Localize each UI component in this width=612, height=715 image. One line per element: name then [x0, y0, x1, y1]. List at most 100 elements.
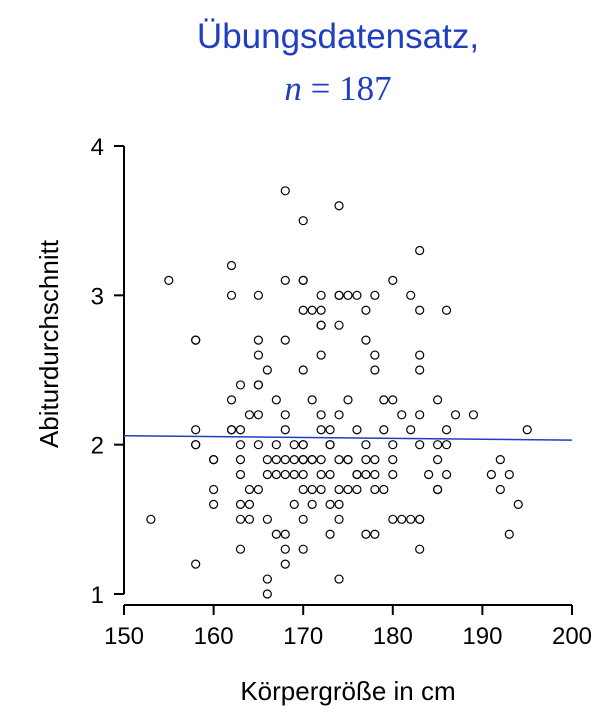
- data-point: [433, 455, 443, 465]
- data-point: [415, 410, 425, 420]
- data-point: [226, 395, 237, 405]
- data-point: [379, 395, 389, 405]
- data-point: [441, 469, 452, 480]
- data-point: [379, 484, 389, 495]
- data-point: [271, 455, 281, 465]
- data-point: [280, 186, 290, 196]
- data-point: [262, 514, 272, 524]
- data-point: [316, 350, 326, 360]
- data-point: [226, 425, 237, 435]
- data-point: [495, 484, 505, 495]
- data-point: [253, 440, 263, 450]
- data-point: [325, 529, 335, 539]
- data-point: [370, 484, 380, 495]
- data-point: [406, 290, 416, 300]
- data-point: [361, 455, 371, 465]
- data-point: [316, 410, 326, 420]
- data-point: [397, 514, 407, 524]
- data-point: [298, 305, 308, 315]
- data-point: [441, 425, 452, 435]
- x-tick-label: 160: [194, 623, 234, 650]
- data-point: [235, 380, 246, 390]
- data-point: [262, 365, 272, 375]
- data-point: [343, 395, 353, 405]
- data-point: [504, 469, 514, 480]
- data-point: [397, 410, 407, 420]
- data-point: [334, 499, 344, 509]
- x-tick-label: 150: [104, 623, 144, 650]
- data-point: [325, 499, 335, 509]
- data-point: [343, 290, 353, 300]
- data-point: [352, 484, 362, 495]
- data-point: [486, 469, 496, 480]
- x-tick-label: 180: [373, 623, 413, 650]
- data-point: [209, 484, 219, 495]
- data-point: [316, 425, 326, 435]
- data-point: [370, 350, 380, 360]
- data-point: [164, 275, 174, 285]
- data-point: [191, 440, 201, 450]
- data-point: [298, 544, 308, 554]
- data-point: [388, 275, 398, 285]
- data-point: [352, 290, 362, 300]
- data-point: [388, 455, 398, 465]
- data-point: [280, 469, 290, 480]
- y-ticks: 1 2 3 4: [91, 134, 124, 609]
- subtitle-variable: n: [284, 69, 302, 108]
- data-point: [298, 469, 308, 480]
- data-point: [415, 245, 425, 256]
- x-tick-label: 200: [552, 623, 592, 650]
- data-point: [433, 440, 443, 450]
- data-point: [352, 425, 362, 435]
- data-point: [415, 440, 425, 450]
- data-point: [298, 365, 308, 375]
- data-point: [280, 544, 290, 554]
- data-point: [334, 514, 344, 524]
- data-point: [343, 455, 353, 465]
- data-point: [262, 455, 272, 465]
- data-point: [307, 455, 317, 465]
- data-point: [352, 469, 362, 480]
- data-point: [226, 260, 237, 271]
- data-point: [441, 440, 452, 450]
- data-point: [388, 395, 398, 405]
- data-point: [298, 484, 308, 495]
- data-point: [289, 499, 299, 509]
- data-point: [495, 455, 505, 465]
- data-point: [388, 440, 398, 450]
- data-point: [298, 514, 308, 524]
- data-point: [361, 305, 371, 315]
- x-ticks: 150 160 170 180 190 200: [104, 605, 592, 650]
- data-point: [504, 529, 514, 539]
- data-point: [415, 305, 425, 315]
- data-point: [361, 335, 371, 345]
- data-point: [271, 469, 281, 480]
- data-point: [280, 559, 290, 569]
- data-point: [424, 469, 434, 480]
- data-point: [271, 395, 281, 405]
- data-point: [298, 275, 308, 285]
- data-point: [244, 514, 255, 524]
- data-point: [316, 469, 326, 480]
- x-tick-label: 190: [462, 623, 502, 650]
- data-point: [415, 350, 425, 360]
- subtitle-value: 187: [339, 69, 392, 108]
- data-point: [226, 290, 237, 300]
- data-point: [280, 335, 290, 345]
- data-point: [280, 425, 290, 435]
- data-point: [253, 350, 263, 360]
- data-point: [334, 320, 344, 330]
- y-tick-label: 3: [91, 283, 104, 310]
- data-point: [307, 305, 317, 315]
- data-point: [316, 455, 326, 465]
- data-point: [450, 410, 461, 420]
- data-point: [370, 365, 380, 375]
- y-axis-label: Abiturdurchschnitt: [34, 239, 64, 448]
- data-point: [307, 484, 317, 495]
- data-point: [253, 335, 263, 345]
- data-point: [325, 440, 335, 450]
- data-point: [253, 484, 263, 495]
- data-point: [244, 499, 255, 509]
- data-point: [334, 574, 344, 584]
